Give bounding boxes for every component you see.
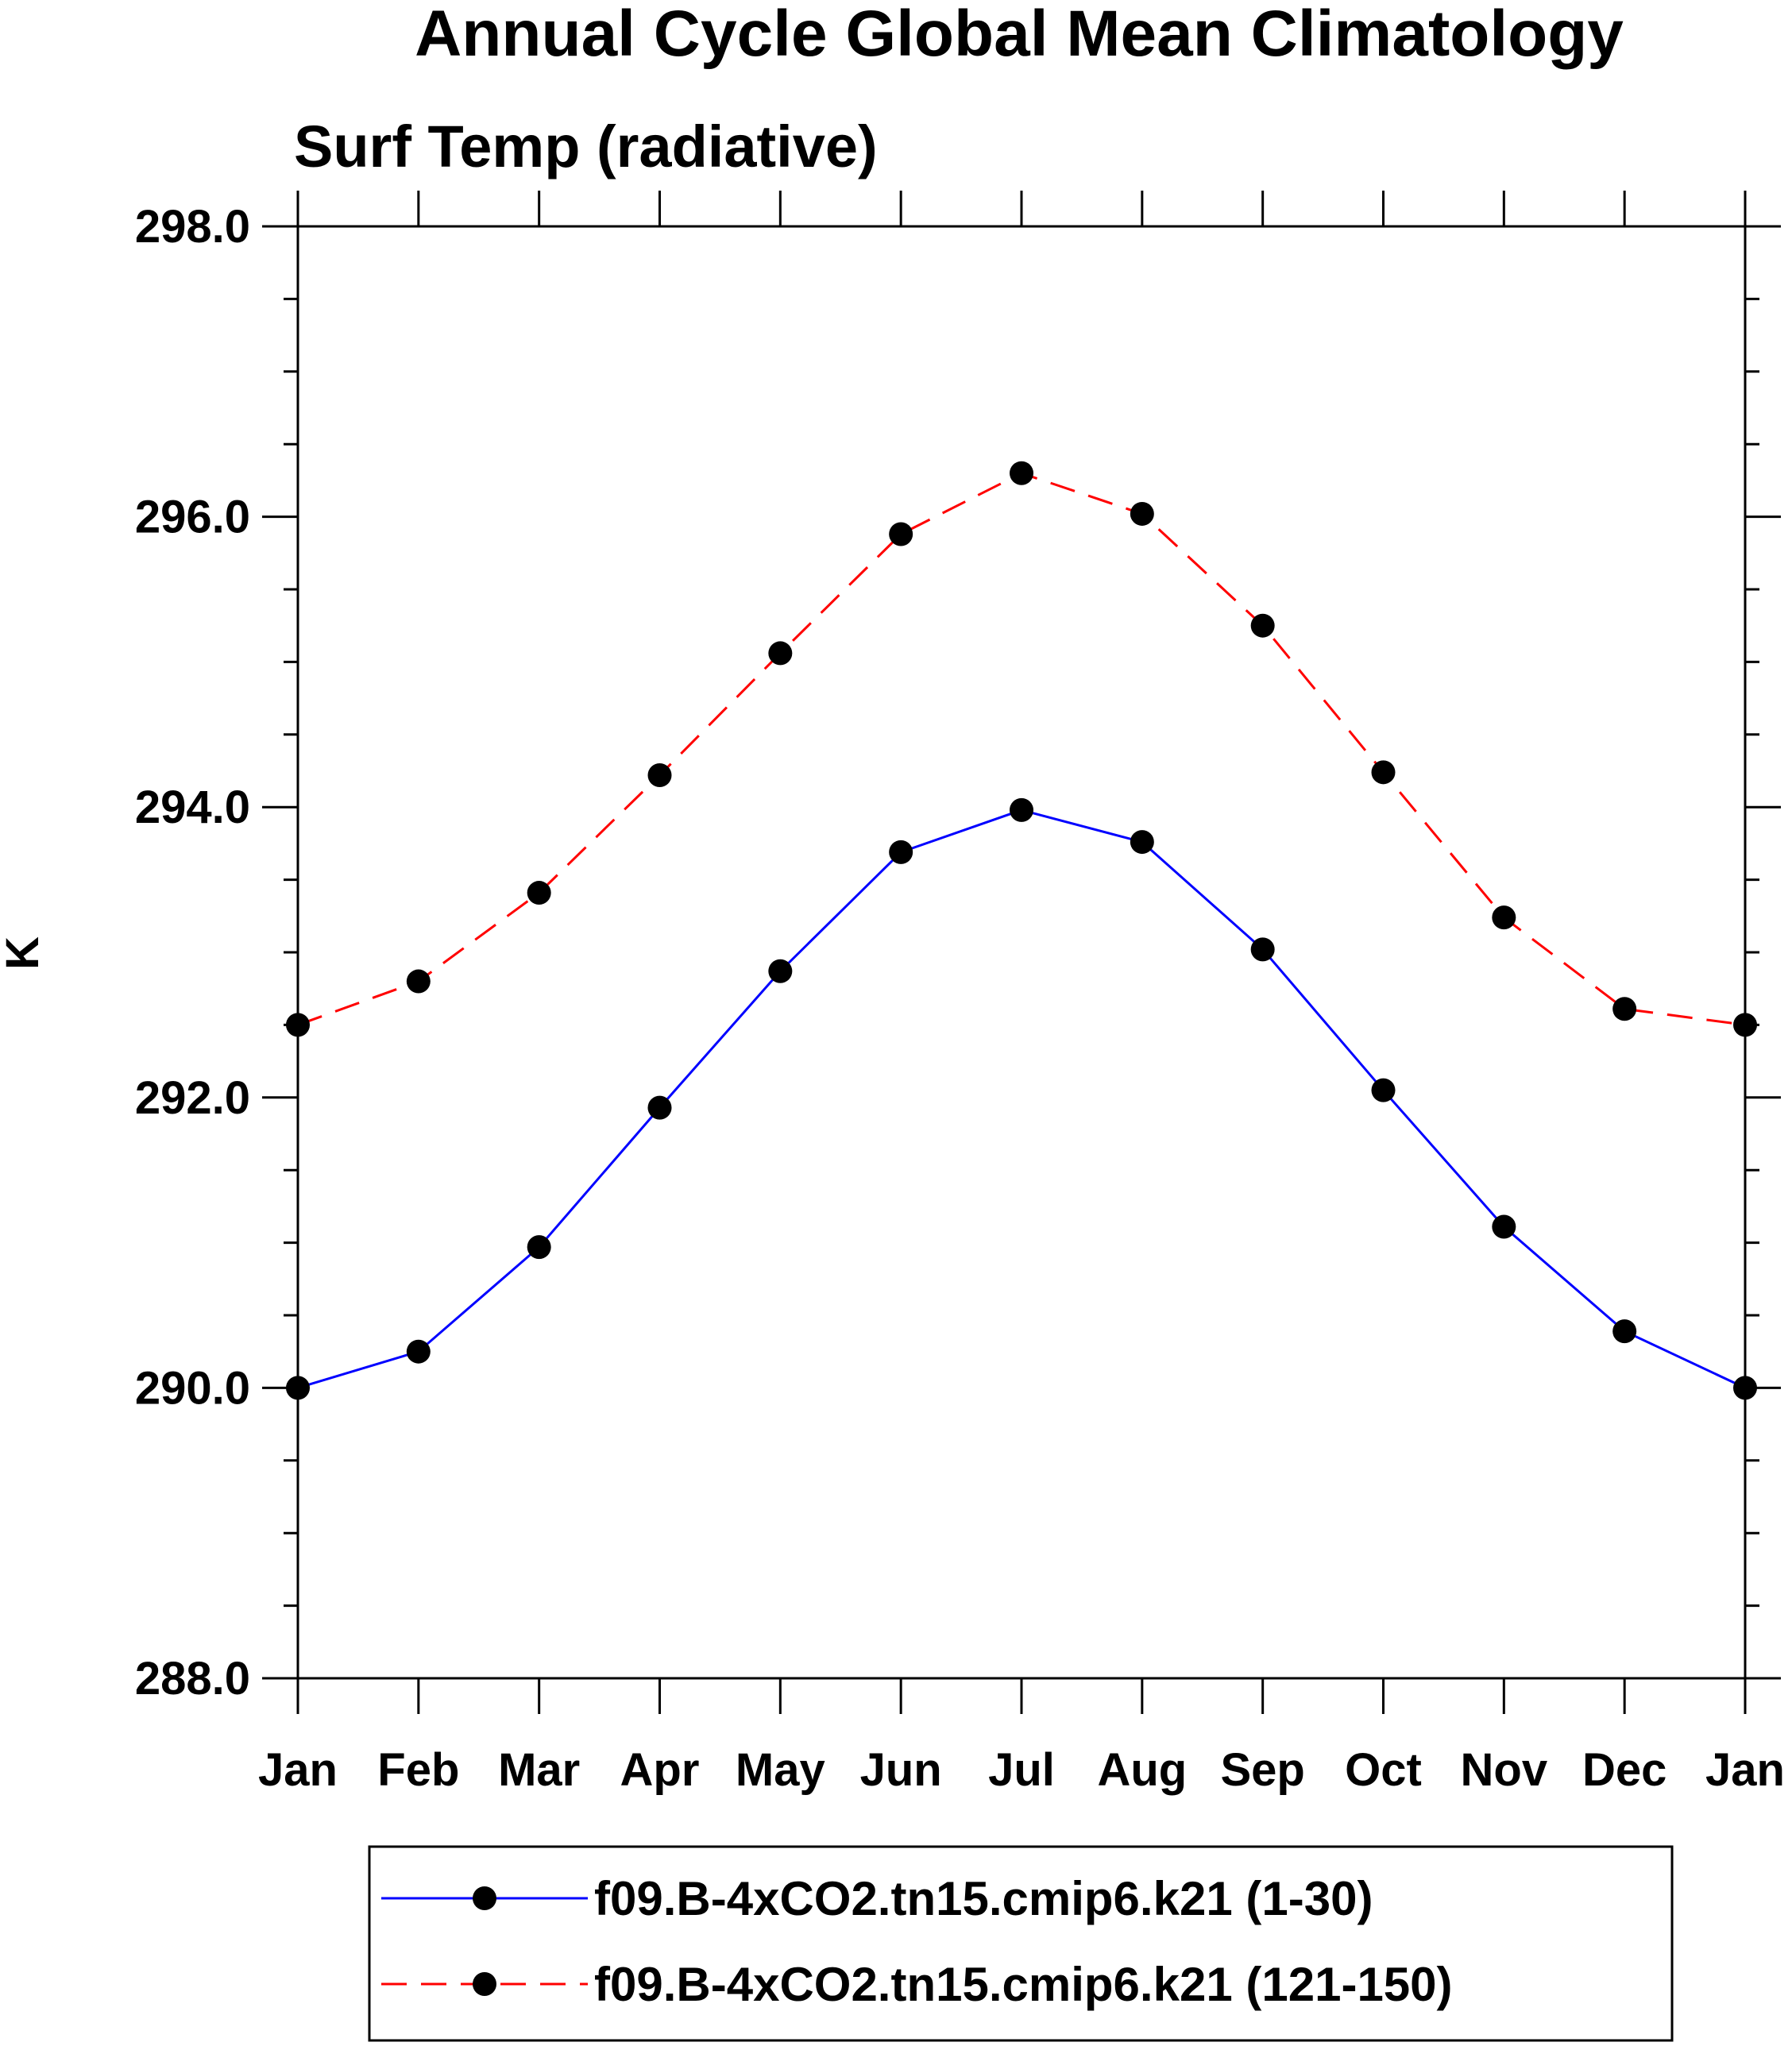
legend-marker-2: [473, 1972, 496, 1996]
y-axis-label: K: [0, 936, 48, 970]
series-2-point: [889, 522, 913, 546]
series-lines: [297, 472, 1746, 1389]
series-2-point: [1010, 461, 1033, 485]
chart-title: Annual Cycle Global Mean Climatology: [415, 0, 1624, 70]
series-1-point: [1250, 937, 1275, 962]
legend-label-2: f09.B-4xCO2.tn15.cmip6.k21 (121-150): [594, 1958, 1453, 2011]
x-tick-label: Jul: [988, 1744, 1055, 1796]
series-2-point: [1371, 760, 1396, 785]
y-tick-label: 290.0: [135, 1362, 250, 1414]
x-tick-label: Jan: [258, 1744, 338, 1796]
series-2-point: [1130, 501, 1154, 526]
series-1-point: [1492, 1214, 1516, 1239]
series-line-2: [297, 472, 1746, 1026]
series-2-point: [1612, 997, 1637, 1021]
y-tick-label: 296.0: [135, 492, 250, 543]
series-1-point: [647, 1095, 672, 1120]
legend-marker-1: [473, 1886, 496, 1910]
series-2-point: [286, 1013, 310, 1037]
series-1-point: [1371, 1078, 1396, 1102]
y-tick-label: 298.0: [135, 201, 250, 253]
y-tick-label: 294.0: [135, 782, 250, 833]
series-1-point: [768, 959, 793, 983]
series-2-point: [406, 969, 431, 994]
series-1-point: [286, 1376, 310, 1400]
x-tick-label: May: [736, 1744, 825, 1796]
series-1-point: [406, 1339, 431, 1364]
legend-box: [368, 1845, 1674, 2042]
series-1-point: [889, 840, 913, 864]
series-2-point: [768, 641, 793, 666]
series-1-point: [1733, 1376, 1757, 1400]
axis-ticks: [262, 191, 1781, 1714]
y-tick-label: 288.0: [135, 1653, 250, 1704]
x-tick-label: Feb: [377, 1744, 459, 1796]
series-2-point: [1733, 1013, 1757, 1037]
series-2-point: [647, 762, 672, 787]
series-2-point: [527, 881, 551, 905]
series-1-point: [1612, 1319, 1637, 1344]
x-tick-label: Jan: [1705, 1744, 1785, 1796]
legend-label-1: f09.B-4xCO2.tn15.cmip6.k21 (1-30): [594, 1872, 1373, 1925]
x-tick-label: Aug: [1097, 1744, 1187, 1796]
series-1-point: [527, 1235, 551, 1260]
x-tick-label: Dec: [1582, 1744, 1666, 1796]
chart-subtitle: Surf Temp (radiative): [294, 114, 878, 180]
series-1-point: [1130, 830, 1154, 855]
plot-frame: [296, 225, 1747, 1680]
y-tick-labels: 288.0 290.0 292.0 294.0 296.0 298.0: [135, 201, 250, 1704]
x-tick-label: Sep: [1220, 1744, 1304, 1796]
series-markers: [286, 461, 1757, 1400]
x-tick-label: Apr: [620, 1744, 700, 1796]
x-tick-label: Nov: [1461, 1744, 1548, 1796]
series-line-1: [297, 809, 1746, 1389]
x-tick-label: Mar: [498, 1744, 580, 1796]
y-tick-label: 292.0: [135, 1072, 250, 1124]
series-2-point: [1250, 613, 1275, 638]
x-tick-label: Jun: [860, 1744, 942, 1796]
x-tick-labels: Jan Feb Mar Apr May Jun Jul Aug Sep Oct Nov Dec Jan: [258, 1744, 1785, 1796]
legend: f09.B-4xCO2.tn15.cmip6.k21 (1-30) f09.B-4…: [368, 1845, 1674, 2042]
series-1-point: [1010, 797, 1033, 822]
x-tick-label: Oct: [1345, 1744, 1422, 1796]
series-2-point: [1492, 905, 1516, 930]
